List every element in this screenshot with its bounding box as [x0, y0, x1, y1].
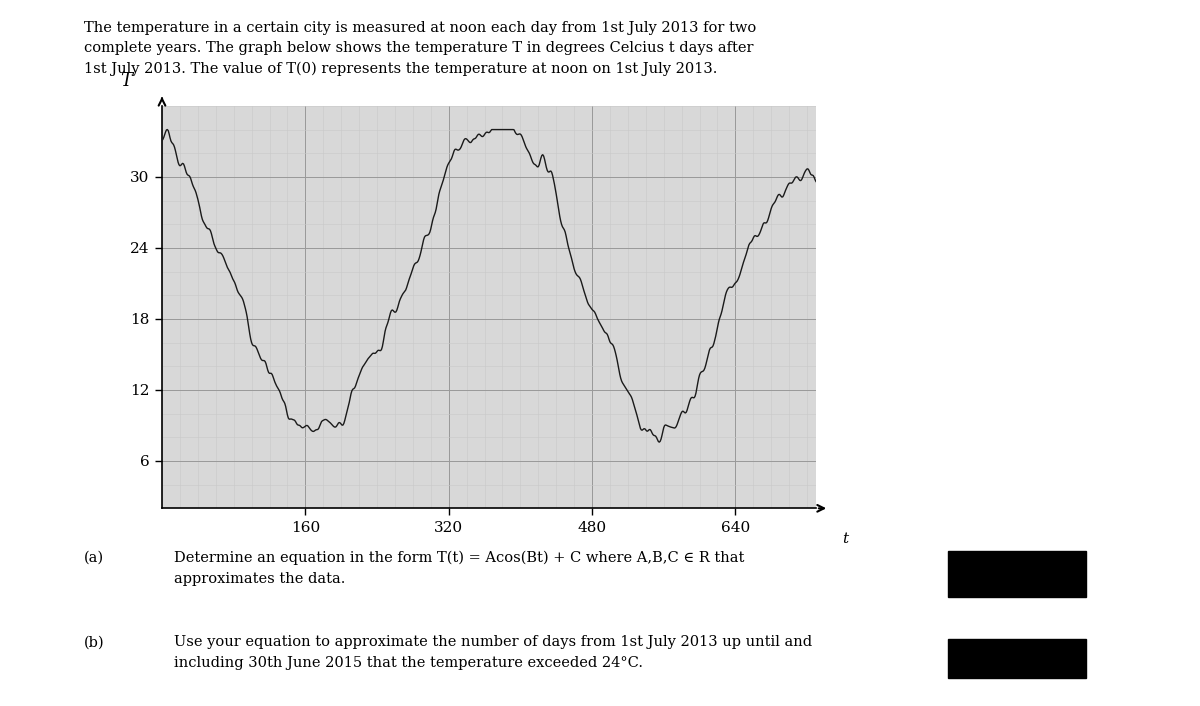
Text: (a): (a): [84, 551, 104, 565]
Text: The temperature in a certain city is measured at noon each day from 1st July 201: The temperature in a certain city is mea…: [84, 21, 756, 76]
Text: Use your equation to approximate the number of days from 1st July 2013 up until : Use your equation to approximate the num…: [174, 635, 812, 670]
Text: (b): (b): [84, 635, 104, 650]
Text: Determine an equation in the form T(t) = Acos(Bt) + C where A,B,C ∈ R that
appro: Determine an equation in the form T(t) =…: [174, 551, 744, 586]
Text: T: T: [120, 72, 132, 90]
Text: t: t: [842, 532, 848, 546]
